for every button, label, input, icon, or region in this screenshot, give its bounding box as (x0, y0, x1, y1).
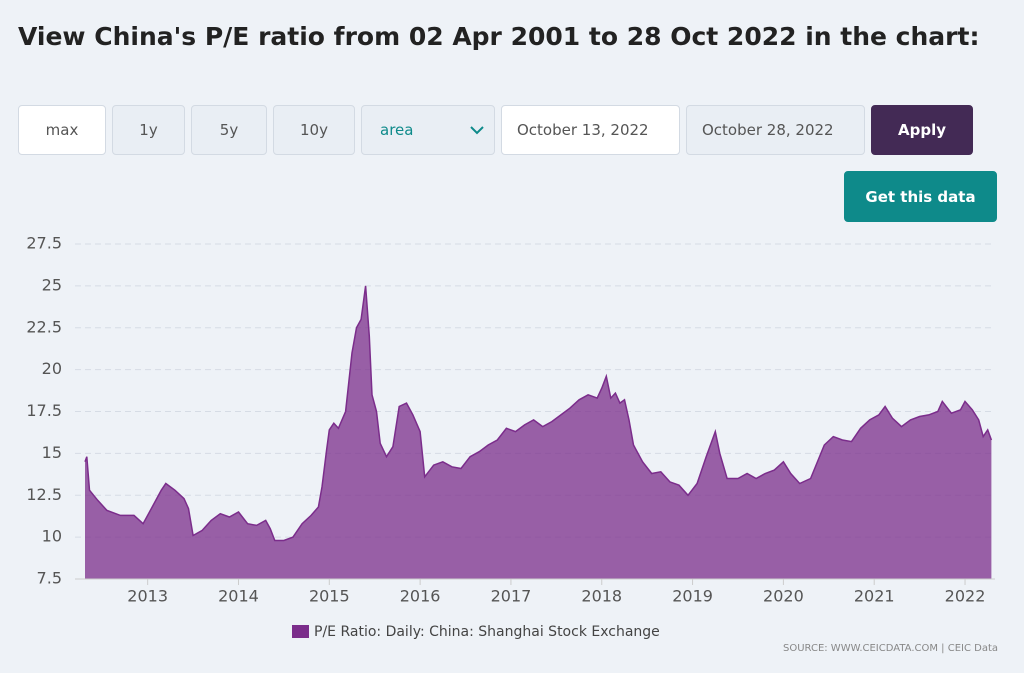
x-tick-label: 2015 (309, 587, 350, 606)
area (85, 285, 992, 579)
y-tick-label: 17.5 (26, 401, 62, 420)
x-tick-label: 2020 (763, 587, 804, 606)
source: SOURCE: WWW.CEICDATA.COM | CEIC Data (783, 643, 998, 654)
x-tick-label: 2018 (581, 587, 622, 606)
x-tick-label: 2014 (218, 587, 259, 606)
y-tick-label: 7.5 (37, 569, 62, 588)
range-button[interactable]: 5y (191, 105, 267, 155)
y-tick-label: 22.5 (26, 317, 62, 336)
date-input[interactable]: October 13, 2022 (501, 105, 680, 155)
legend-swatch (292, 625, 309, 638)
x-tick-label: 2013 (127, 587, 168, 606)
x-tick-label: 2022 (945, 587, 986, 606)
y-tick-label: 10 (42, 527, 62, 546)
area-line (84, 285, 993, 542)
y-tick-label: 27.5 (26, 234, 62, 253)
range-button[interactable]: 10y (273, 105, 355, 155)
range-button[interactable]: max (18, 105, 106, 155)
x-tick-label: 2017 (491, 587, 532, 606)
y-tick-label: 15 (42, 443, 62, 462)
y-tick-label: 12.5 (26, 485, 62, 504)
legend-label: P/E Ratio: Daily: China: Shanghai Stock … (314, 624, 660, 640)
x-tick-label: 2021 (854, 587, 895, 606)
x-tick-label: 2016 (400, 587, 441, 606)
chart-type-select[interactable]: area (361, 105, 495, 155)
select-value: area (380, 121, 414, 139)
x-tick-label: 2019 (672, 587, 713, 606)
page-title: View China's P/E ratio from 02 Apr 2001 … (18, 22, 980, 51)
get-data-button[interactable]: Get this data (844, 171, 997, 222)
chevron (470, 126, 484, 135)
y-tick-label: 25 (42, 275, 62, 294)
date-input[interactable]: October 28, 2022 (686, 105, 865, 155)
apply-button[interactable]: Apply (871, 105, 973, 155)
y-tick-label: 20 (42, 359, 62, 378)
range-button[interactable]: 1y (112, 105, 185, 155)
